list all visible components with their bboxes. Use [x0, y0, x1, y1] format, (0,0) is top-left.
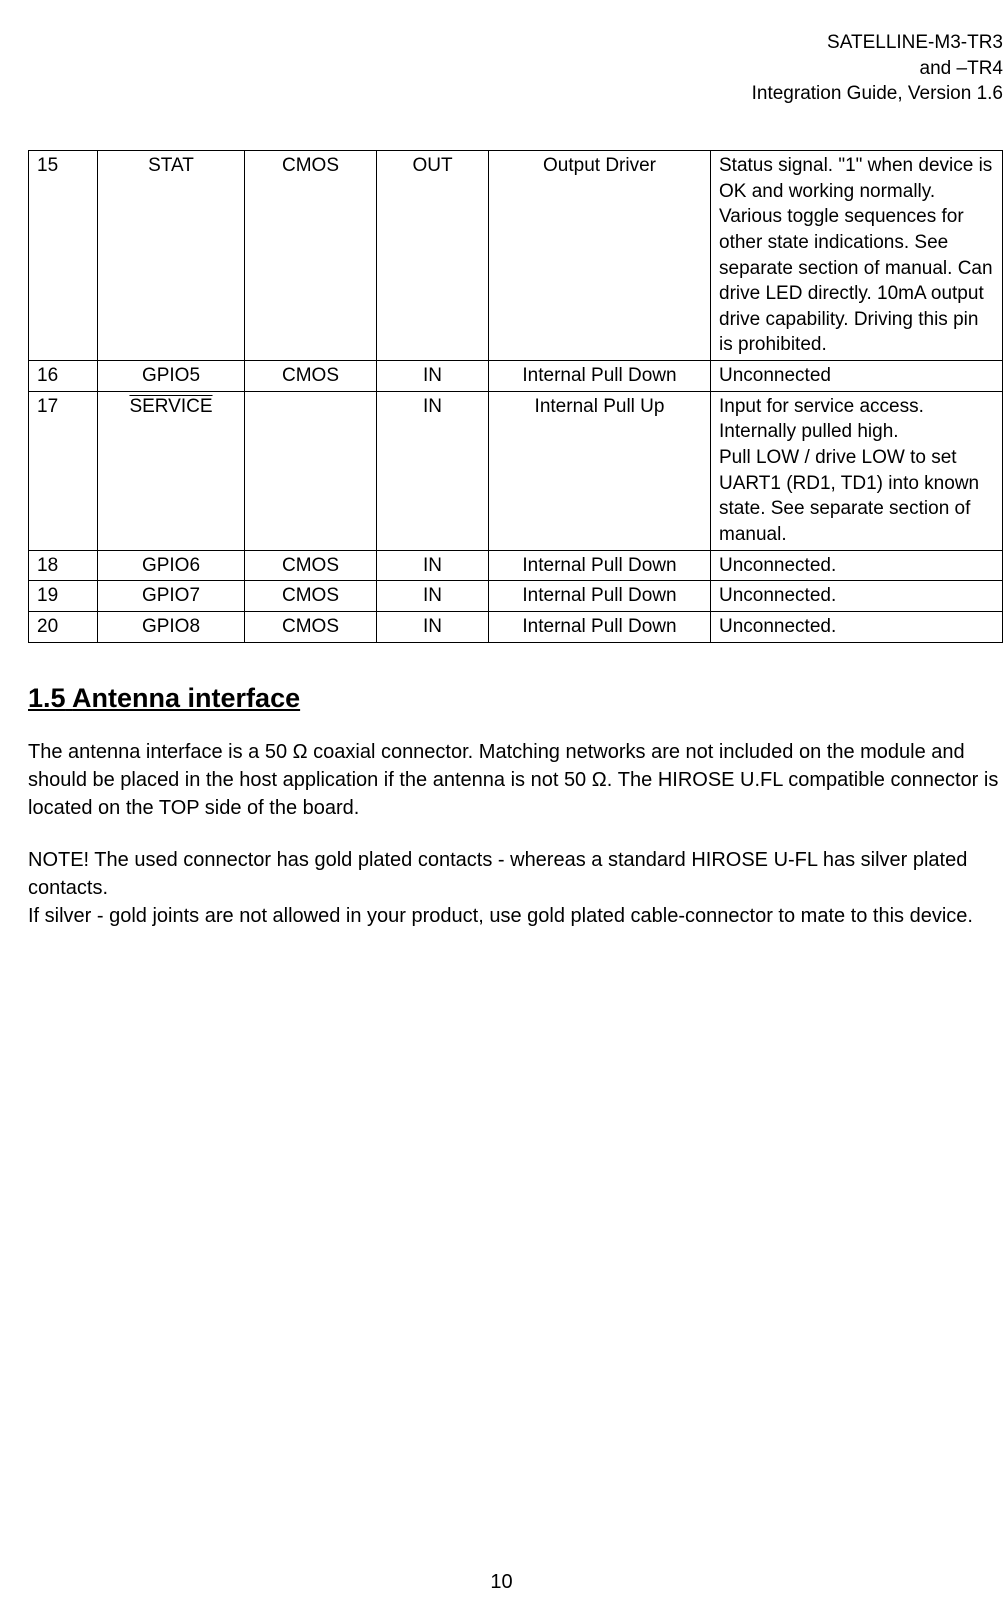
body-paragraph: The antenna interface is a 50 Ω coaxial … [28, 738, 1003, 822]
table-row: 18GPIO6CMOSINInternal Pull DownUnconnect… [29, 550, 1003, 581]
pin-table-body: 15STATCMOSOUTOutput DriverStatus signal.… [29, 151, 1003, 643]
table-row: 19GPIO7CMOSINInternal Pull DownUnconnect… [29, 581, 1003, 612]
header-line-1: SATELLINE-M3-TR3 [752, 30, 1003, 56]
page: SATELLINE-M3-TR3 and –TR4 Integration Gu… [0, 0, 1003, 1612]
cell-desc: Input for service access. Internally pul… [711, 391, 1003, 550]
cell-type: CMOS [245, 550, 377, 581]
cell-dir: IN [377, 550, 489, 581]
header-line-2: and –TR4 [752, 56, 1003, 82]
cell-dir: OUT [377, 151, 489, 361]
cell-dir: IN [377, 611, 489, 642]
cell-desc: Unconnected. [711, 611, 1003, 642]
cell-name: GPIO5 [98, 361, 245, 392]
cell-state: Internal Pull Down [489, 611, 711, 642]
cell-state: Internal Pull Down [489, 550, 711, 581]
cell-desc: Unconnected. [711, 550, 1003, 581]
table-row: 15STATCMOSOUTOutput DriverStatus signal.… [29, 151, 1003, 361]
section-body: The antenna interface is a 50 Ω coaxial … [28, 738, 1003, 930]
cell-dir: IN [377, 361, 489, 392]
cell-state: Internal Pull Up [489, 391, 711, 550]
cell-desc: Status signal. "1" when device is OK and… [711, 151, 1003, 361]
cell-name: STAT [98, 151, 245, 361]
cell-pin: 17 [29, 391, 98, 550]
cell-pin: 20 [29, 611, 98, 642]
page-number: 10 [0, 1571, 1003, 1594]
cell-state: Output Driver [489, 151, 711, 361]
table-row: 16GPIO5CMOSINInternal Pull DownUnconnect… [29, 361, 1003, 392]
section-title: Antenna interface [72, 683, 300, 713]
section-number: 1.5 [28, 683, 66, 713]
page-header: SATELLINE-M3-TR3 and –TR4 Integration Gu… [752, 30, 1003, 107]
pin-table: 15STATCMOSOUTOutput DriverStatus signal.… [28, 150, 1003, 643]
cell-type [245, 391, 377, 550]
cell-type: CMOS [245, 611, 377, 642]
cell-pin: 15 [29, 151, 98, 361]
cell-pin: 16 [29, 361, 98, 392]
cell-dir: IN [377, 391, 489, 550]
cell-state: Internal Pull Down [489, 361, 711, 392]
section-heading: 1.5 Antenna interface [28, 683, 1003, 714]
cell-pin: 18 [29, 550, 98, 581]
cell-state: Internal Pull Down [489, 581, 711, 612]
header-line-3: Integration Guide, Version 1.6 [752, 81, 1003, 107]
cell-type: CMOS [245, 581, 377, 612]
cell-dir: IN [377, 581, 489, 612]
cell-desc: Unconnected [711, 361, 1003, 392]
cell-name: GPIO8 [98, 611, 245, 642]
cell-name: GPIO6 [98, 550, 245, 581]
cell-name: GPIO7 [98, 581, 245, 612]
cell-type: CMOS [245, 151, 377, 361]
body-paragraph: NOTE! The used connector has gold plated… [28, 846, 1003, 930]
page-content: 15STATCMOSOUTOutput DriverStatus signal.… [0, 30, 1003, 930]
cell-desc: Unconnected. [711, 581, 1003, 612]
table-row: 20GPIO8CMOSINInternal Pull DownUnconnect… [29, 611, 1003, 642]
table-row: 17SERVICE INInternal Pull UpInput for ser… [29, 391, 1003, 550]
cell-type: CMOS [245, 361, 377, 392]
cell-name: SERVICE [98, 391, 245, 550]
cell-pin: 19 [29, 581, 98, 612]
